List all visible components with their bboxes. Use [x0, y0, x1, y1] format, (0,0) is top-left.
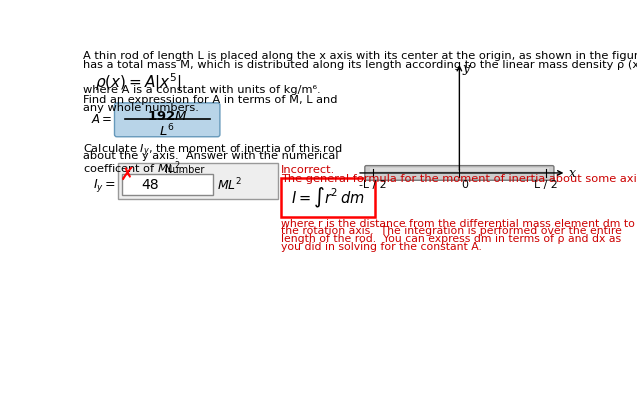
Text: $\rho(x) = A|x^5|$: $\rho(x) = A|x^5|$: [95, 71, 182, 94]
Text: $A =$: $A =$: [90, 112, 112, 126]
FancyBboxPatch shape: [281, 178, 375, 217]
Text: -L / 2: -L / 2: [359, 180, 386, 190]
Text: y: y: [462, 62, 469, 75]
Text: you did in solving for the constant A.: you did in solving for the constant A.: [281, 241, 482, 251]
Text: The general formula for the moment of inertia about some axis is: The general formula for the moment of in…: [281, 173, 637, 184]
FancyBboxPatch shape: [115, 103, 220, 137]
Text: 48: 48: [141, 178, 159, 192]
Bar: [370, 168, 548, 172]
Text: coefficent of $ML^2$.: coefficent of $ML^2$.: [83, 159, 184, 175]
Text: L / 2: L / 2: [534, 180, 558, 190]
Text: about the y axis.  Answer with the numerical: about the y axis. Answer with the numeri…: [83, 151, 338, 160]
FancyBboxPatch shape: [365, 166, 554, 181]
Text: A thin rod of length L is placed along the x axis with its center at the origin,: A thin rod of length L is placed along t…: [83, 51, 637, 61]
Text: $I_y =$: $I_y =$: [93, 177, 116, 193]
Text: where r is the distance from the differential mass element dm to: where r is the distance from the differe…: [281, 218, 635, 228]
Text: ✗: ✗: [120, 165, 135, 183]
Text: Incorrect.: Incorrect.: [281, 165, 335, 175]
Text: any whole numbers.: any whole numbers.: [83, 103, 199, 113]
FancyBboxPatch shape: [122, 174, 213, 196]
Text: $I= \int r^2\,dm$: $I= \int r^2\,dm$: [291, 186, 365, 210]
Text: where A is a constant with units of kg/m⁶.: where A is a constant with units of kg/m…: [83, 84, 320, 94]
FancyBboxPatch shape: [118, 164, 278, 200]
Text: Calculate $I_y$, the moment of inertia of this rod: Calculate $I_y$, the moment of inertia o…: [83, 142, 342, 158]
Text: the rotation axis.  The integration is performed over the entire: the rotation axis. The integration is pe…: [281, 226, 622, 236]
Text: has a total mass M, which is distributed along its length according to the linea: has a total mass M, which is distributed…: [83, 60, 637, 70]
Text: x: x: [569, 167, 576, 180]
Text: Number: Number: [165, 165, 204, 175]
Text: $L^6$: $L^6$: [159, 122, 175, 139]
Text: 0: 0: [462, 180, 469, 190]
Text: $\mathbf{192}M$: $\mathbf{192}M$: [147, 110, 187, 123]
Text: $ML^2$: $ML^2$: [217, 177, 242, 193]
Text: Find an expression for A in terms of M, L and: Find an expression for A in terms of M, …: [83, 94, 337, 104]
Text: length of the rod.  You can express dm in terms of ρ and dx as: length of the rod. You can express dm in…: [281, 234, 621, 243]
